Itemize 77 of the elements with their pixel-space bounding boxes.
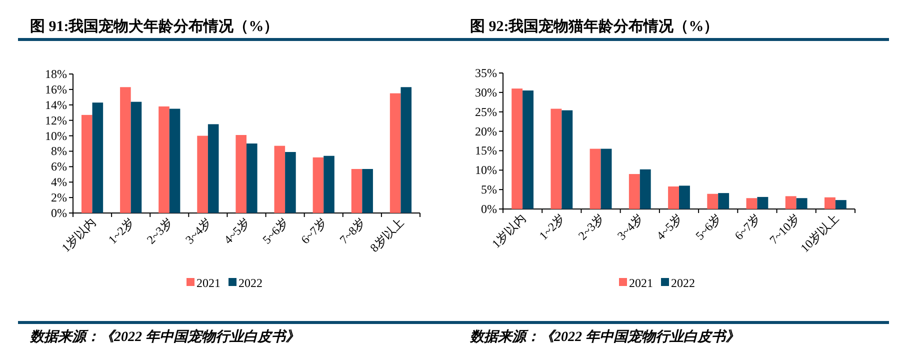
x-tick-label: 7~8岁 xyxy=(336,215,368,247)
bar xyxy=(550,108,562,209)
y-tick-label: 2% xyxy=(51,190,67,205)
bar xyxy=(590,148,601,209)
bar xyxy=(824,197,836,209)
y-tick-label: 10% xyxy=(45,128,67,143)
legend-label: 2021 xyxy=(629,276,653,290)
x-tick-label: 4~5岁 xyxy=(654,211,686,243)
bar xyxy=(208,124,219,213)
chart-title: 图 92:我国宠物猫年龄分布情况（%） xyxy=(470,17,719,35)
bar xyxy=(562,110,573,209)
legend-label: 2021 xyxy=(196,276,220,290)
y-tick-label: 0% xyxy=(51,206,67,220)
bar xyxy=(324,156,334,213)
bar xyxy=(312,157,324,213)
y-tick-label: 12% xyxy=(45,113,67,128)
bar xyxy=(390,93,401,213)
bar xyxy=(640,169,651,209)
bar xyxy=(285,152,296,213)
bar xyxy=(835,200,846,209)
bar xyxy=(236,135,246,213)
x-tick-label: 2~3岁 xyxy=(575,211,607,243)
y-tick-label: 10% xyxy=(475,163,497,178)
bar xyxy=(362,168,373,213)
y-tick-label: 5% xyxy=(481,182,497,197)
bar xyxy=(746,198,758,209)
bar xyxy=(92,102,104,213)
y-tick-label: 25% xyxy=(475,104,497,119)
x-tick-label: 6~7岁 xyxy=(732,211,764,243)
x-tick-label: 5~6岁 xyxy=(260,215,292,247)
bar xyxy=(351,168,362,213)
y-tick-label: 8% xyxy=(51,144,67,158)
bar xyxy=(158,106,170,213)
bar xyxy=(718,193,730,209)
bar xyxy=(81,114,92,213)
y-tick-label: 4% xyxy=(51,175,67,190)
x-tick-label: 6~7岁 xyxy=(298,215,330,247)
source-note: 数据来源：《2022 年中国宠物行业白皮书》 xyxy=(469,328,740,345)
legend-label: 2022 xyxy=(238,276,262,290)
bar xyxy=(796,198,808,209)
x-tick-label: 1~2岁 xyxy=(105,215,137,247)
x-tick-label: 5~6岁 xyxy=(692,211,724,243)
bar xyxy=(169,108,180,213)
x-tick-label: 10岁以上 xyxy=(798,211,842,256)
x-tick-label: 1~2岁 xyxy=(536,211,568,243)
bar xyxy=(197,136,208,213)
bar xyxy=(628,174,640,209)
y-tick-label: 18% xyxy=(45,67,67,81)
bar xyxy=(707,194,718,209)
y-tick-label: 0% xyxy=(481,202,497,216)
chart-title: 图 91:我国宠物犬年龄分布情况（%） xyxy=(30,17,279,35)
y-tick-label: 30% xyxy=(475,85,497,100)
bar xyxy=(679,186,690,209)
bar xyxy=(522,90,534,209)
y-tick-label: 35% xyxy=(475,66,497,80)
bar xyxy=(400,87,412,213)
y-tick-label: 20% xyxy=(475,124,497,138)
bar xyxy=(274,146,286,213)
y-tick-label: 14% xyxy=(45,98,67,112)
bar xyxy=(668,186,679,209)
bar xyxy=(757,196,768,209)
bar xyxy=(512,88,523,209)
x-tick-label: 4~5岁 xyxy=(221,215,253,247)
bar xyxy=(120,87,131,213)
y-tick-label: 16% xyxy=(45,82,67,96)
bar xyxy=(246,144,258,213)
source-note: 数据来源：《2022 年中国宠物行业白皮书》 xyxy=(29,328,300,345)
bar xyxy=(130,102,142,213)
bar xyxy=(785,196,796,209)
x-tick-label: 3~4岁 xyxy=(182,215,214,247)
x-tick-label: 8岁以上 xyxy=(367,215,407,255)
y-tick-label: 15% xyxy=(475,144,497,158)
x-tick-label: 3~4岁 xyxy=(614,211,646,243)
y-tick-label: 6% xyxy=(51,160,67,174)
bar xyxy=(600,148,612,209)
x-tick-label: 2~3岁 xyxy=(144,215,176,247)
legend-label: 2022 xyxy=(671,276,695,290)
